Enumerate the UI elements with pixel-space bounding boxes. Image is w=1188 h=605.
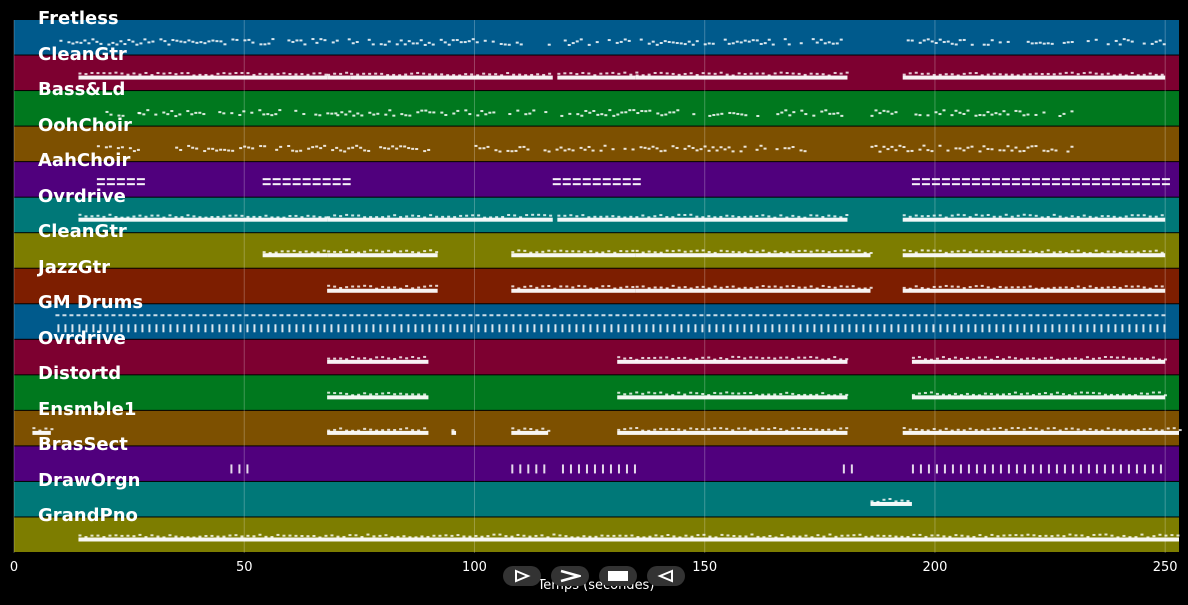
note-segment [635, 284, 873, 293]
note-segment [175, 144, 431, 153]
note-segment [327, 355, 429, 364]
stop-icon [608, 571, 628, 581]
track-label: CleanGtr [38, 221, 127, 243]
note-segment [55, 314, 1166, 333]
note-segment [327, 71, 351, 80]
note-segment [78, 71, 328, 80]
track-band [14, 517, 1179, 552]
track-band [14, 410, 1179, 446]
track-label: Ovrdrive [38, 185, 126, 207]
note-segment [327, 249, 439, 258]
track-label: OohChoir [38, 114, 132, 136]
x-tick-label: 50 [235, 560, 253, 575]
note-segment [96, 178, 145, 186]
note-segment [327, 391, 429, 400]
track-label: GM Drums [38, 292, 144, 314]
stop-button[interactable] [599, 566, 637, 586]
x-tick-label: 250 [1152, 560, 1178, 575]
x-tick-label: 0 [9, 560, 19, 575]
note-segment [59, 38, 327, 46]
note-segment [511, 284, 636, 293]
track-band [14, 339, 1179, 375]
note-segment [842, 464, 853, 474]
note-segment [331, 38, 843, 46]
note-segment [635, 71, 849, 80]
note-segment [138, 109, 338, 118]
track-band [14, 126, 1179, 162]
note-segment [902, 426, 1182, 435]
note-segment [32, 427, 54, 435]
note-segment [906, 38, 1166, 46]
note-segment [902, 284, 1166, 293]
note-segment [557, 213, 849, 222]
note-segment [617, 391, 849, 400]
track-label: Ovrdrive [38, 327, 126, 349]
note-segment [902, 213, 1166, 222]
track-band [14, 197, 1179, 233]
fast-forward-button[interactable] [551, 566, 589, 586]
note-segment [617, 355, 849, 364]
x-tick-label: 100 [462, 560, 487, 575]
track-band [14, 375, 1179, 410]
note-segment [230, 464, 249, 474]
x-tick-label: 200 [922, 560, 948, 575]
note-segment [262, 178, 351, 186]
track-label: Bass&Ld [38, 79, 126, 101]
play-button[interactable] [503, 566, 541, 586]
note-segment [474, 144, 530, 153]
track-band [14, 91, 1179, 126]
rewind-icon [657, 569, 673, 583]
track-label: Ensmble1 [38, 398, 137, 420]
note-segment [557, 71, 639, 80]
track-label: BrasSect [38, 434, 128, 456]
track-band [14, 20, 1179, 55]
track-label: GrandPno [38, 505, 138, 527]
note-segment [635, 249, 873, 258]
note-segment [617, 426, 849, 435]
x-tick-label: 150 [692, 560, 718, 575]
note-segment [870, 498, 912, 506]
note-segment [511, 427, 551, 435]
note-segment [911, 178, 1170, 186]
play-icon [515, 569, 531, 583]
track-band [14, 446, 1179, 481]
note-segment [511, 249, 636, 258]
note-segment [327, 427, 429, 435]
note-segment [350, 71, 553, 80]
note-segment [262, 249, 328, 258]
track-label: Distortd [38, 363, 122, 385]
note-segment [327, 213, 553, 222]
note-segment [902, 71, 1166, 80]
note-segment [561, 464, 636, 474]
track-band [14, 481, 1179, 517]
note-segment [327, 284, 439, 293]
fast-forward-icon [560, 569, 581, 583]
note-segment [911, 464, 1162, 474]
note-segment [911, 391, 1167, 400]
note-segment [902, 249, 1166, 258]
track-band [14, 268, 1179, 304]
note-segment [511, 464, 546, 474]
note-segment [911, 356, 1167, 364]
note-segment [78, 533, 1180, 542]
note-segment [78, 213, 328, 222]
note-segment [96, 145, 140, 153]
track-band [14, 55, 1179, 91]
rewind-button[interactable] [647, 566, 685, 586]
track-band [14, 233, 1179, 268]
note-segment [336, 109, 844, 117]
track-band [14, 304, 1179, 339]
track-label: AahChoir [38, 150, 131, 172]
note-segment [870, 144, 1074, 153]
note-segment [451, 429, 457, 435]
note-segment [552, 178, 641, 186]
track-label: Fretless [38, 8, 119, 29]
note-segment [543, 144, 807, 153]
track-label: JazzGtr [38, 256, 111, 278]
note-segment [870, 109, 1074, 118]
track-label: DrawOrgn [38, 469, 141, 491]
track-label: CleanGtr [38, 43, 127, 65]
